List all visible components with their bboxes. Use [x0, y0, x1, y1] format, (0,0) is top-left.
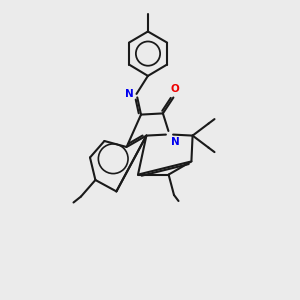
Text: N: N: [125, 89, 134, 99]
Text: O: O: [170, 84, 179, 94]
Text: N: N: [171, 137, 179, 147]
